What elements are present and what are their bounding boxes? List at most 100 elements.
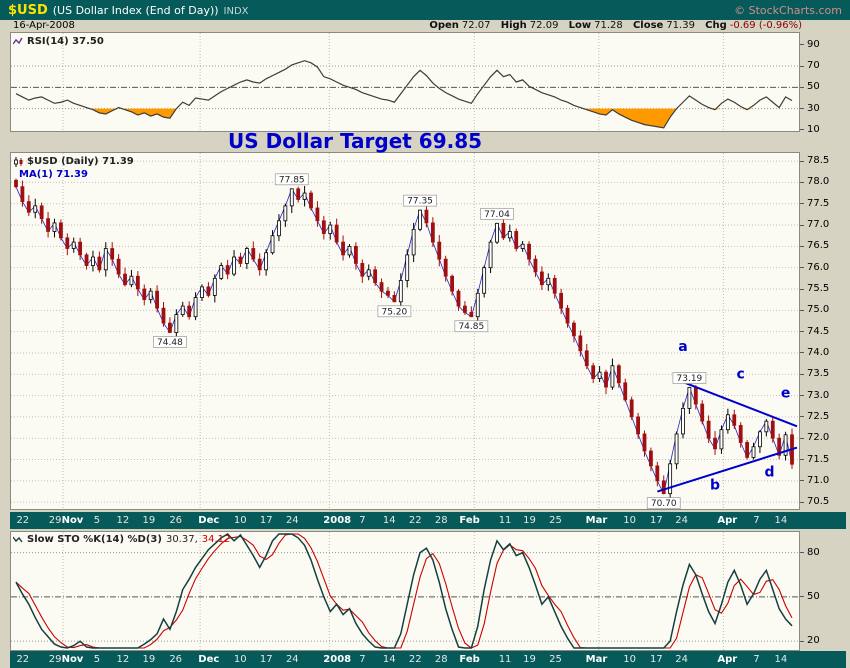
xaxis-label: 10	[233, 515, 247, 526]
xaxis-label: 2008	[323, 515, 352, 526]
rsi-oversold-fill	[16, 108, 792, 128]
price-callout-box	[274, 173, 309, 186]
low-value: 71.28	[594, 20, 623, 31]
xaxis-label: 7	[753, 515, 760, 526]
price-legend-text: $USD (Daily) 71.39	[27, 156, 134, 167]
wave-letter: d	[765, 465, 775, 481]
xaxis-label: 5	[93, 654, 101, 665]
stoch-chart	[11, 532, 799, 650]
low-label: Low	[568, 20, 592, 31]
ma-legend: MA(1) 71.39	[19, 169, 88, 180]
axis-tick-label: 73.0	[807, 389, 830, 401]
xaxis-label: 17	[259, 654, 273, 665]
price-callout-box	[480, 207, 514, 220]
axis-tick	[800, 480, 804, 482]
chg-value: -0.69 (-0.96%)	[729, 20, 802, 31]
stoch-legend: Slow STO %K(14) %D(3) 30.37, 34.12	[13, 534, 230, 545]
xaxis-label: 22	[408, 654, 422, 665]
axis-tick-label: 77.0	[807, 219, 830, 231]
axis-tick-label: 76.5	[807, 240, 830, 252]
axis-tick-label: 76.0	[807, 261, 830, 273]
axis-tick-label: 20	[807, 635, 820, 647]
xaxis-label: 10	[623, 654, 636, 665]
trendline	[657, 446, 798, 493]
axis-tick-label: 71.0	[807, 474, 830, 486]
symbol-block: $USD (US Dollar Index (End of Day)) INDX	[8, 3, 249, 18]
axis-tick	[800, 160, 804, 162]
xaxis-label: 26	[169, 515, 183, 526]
axis-tick	[800, 245, 804, 247]
axis-tick	[800, 44, 804, 46]
price-callout-box	[454, 320, 489, 333]
axis-tick-label: 50	[807, 590, 820, 602]
xaxis-label: 11	[498, 515, 512, 526]
xaxis-label: 19	[523, 654, 536, 665]
stoch-indicator-icon	[13, 535, 23, 544]
xaxis-label: 24	[285, 515, 299, 526]
price-callout-box	[153, 336, 187, 348]
price-callout-text: 77.35	[407, 197, 433, 207]
rsi-chart	[11, 33, 799, 131]
chg-label: Chg	[705, 20, 727, 31]
axis-tick-label: 73.5	[807, 368, 830, 380]
xaxis-label: 11	[498, 654, 512, 665]
chart-date: 16-Apr-2008	[13, 20, 75, 31]
stoch-legend-text: Slow STO %K(14) %D(3)	[27, 534, 162, 545]
axis-tick-label: 77.5	[807, 197, 830, 209]
axis-tick-label: 75.0	[807, 304, 830, 316]
price-callout-box	[377, 305, 412, 318]
wave-letter: c	[737, 367, 745, 383]
open-value: 72.07	[461, 20, 491, 31]
price-callout-text: 77.04	[484, 210, 510, 220]
xaxis-label: 2008	[323, 654, 352, 665]
close-label: Close	[632, 20, 664, 31]
xaxis-label: 17	[259, 515, 273, 526]
xaxis-label: 10	[623, 515, 636, 526]
axis-tick-label: 72.5	[807, 410, 830, 422]
stoch-d-line	[15, 533, 793, 649]
xaxis-label: 25	[549, 515, 562, 526]
quote-bar: 16-Apr-2008 Open 72.07 High 72.09 Low 71.28…	[0, 20, 850, 32]
wave-letter: a	[678, 339, 687, 355]
axis-tick	[800, 108, 804, 110]
symbol-exchange: INDX	[223, 5, 249, 17]
xaxis-label: 24	[675, 515, 688, 526]
wave-letter: e	[781, 386, 791, 402]
rsi-axis: 90 70 50 30 10	[800, 32, 850, 135]
axis-tick	[800, 640, 804, 642]
axis-tick	[800, 416, 804, 418]
xaxis-label: 10	[233, 654, 247, 665]
high-value: 72.09	[529, 20, 559, 31]
axis-tick	[800, 373, 804, 375]
xaxis-label: Nov	[61, 515, 84, 526]
stoch-axis: 80 50 20	[800, 531, 850, 653]
axis-tick-label: 80	[807, 546, 820, 558]
xaxis-label: Apr	[717, 515, 738, 526]
price-callout-box	[672, 372, 707, 384]
axis-tick	[800, 86, 804, 88]
axis-tick-label: 70.5	[807, 496, 830, 508]
close-value: 71.39	[666, 20, 695, 31]
price-panel: 74.48 77.85 75.20 77.35 74.85 77.04 70.70 73.19…	[10, 152, 800, 510]
price-callout-text: 77.85	[279, 175, 305, 185]
xaxis-label: 7	[753, 654, 760, 665]
xaxis-label: 25	[549, 654, 562, 665]
price-callout-text: 70.70	[651, 499, 677, 509]
axis-tick	[800, 552, 804, 554]
axis-tick-label: 70	[807, 60, 820, 72]
axis-tick	[800, 459, 804, 461]
rsi-panel	[10, 32, 800, 132]
axis-tick-label: 74.0	[807, 346, 830, 358]
axis-tick	[800, 352, 804, 354]
xaxis-label: 14	[774, 654, 788, 665]
xaxis-label: 7	[359, 654, 366, 665]
axis-tick	[800, 181, 804, 183]
xaxis-label: 22	[408, 515, 422, 526]
price-callout-text: 73.19	[677, 374, 703, 384]
rsi-legend-text: RSI(14) 37.50	[27, 36, 104, 47]
xaxis-label: Mar	[585, 515, 608, 526]
axis-tick	[800, 129, 804, 131]
xaxis-label: 28	[434, 515, 448, 526]
xaxis-label: 17	[649, 515, 663, 526]
axis-tick	[800, 203, 804, 205]
